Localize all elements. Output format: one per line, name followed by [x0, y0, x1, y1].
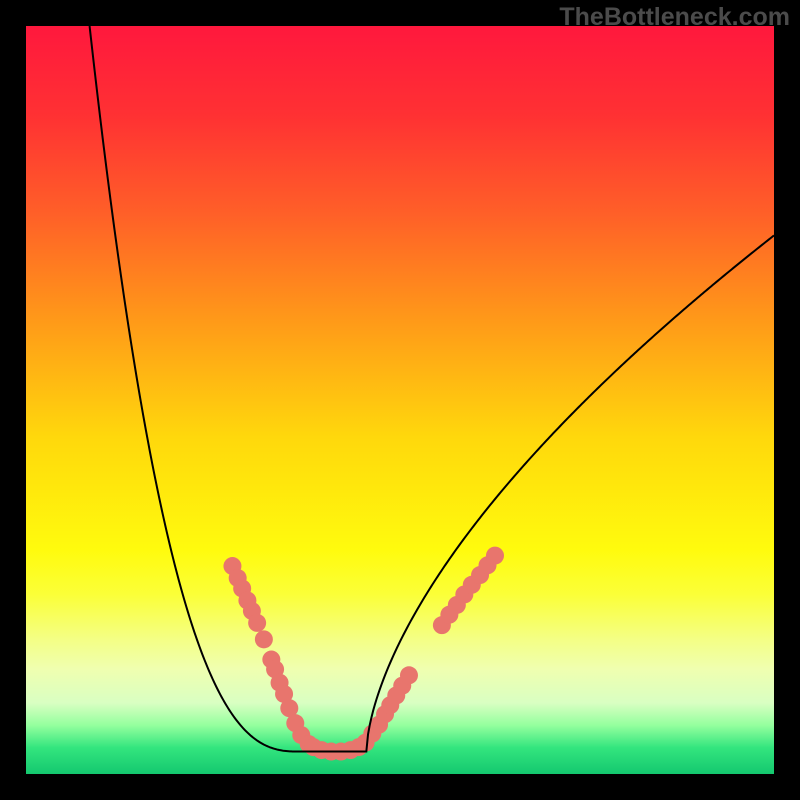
chart-svg [26, 26, 774, 774]
chart-panel [26, 26, 774, 774]
watermark-text: TheBottleneck.com [559, 3, 790, 32]
